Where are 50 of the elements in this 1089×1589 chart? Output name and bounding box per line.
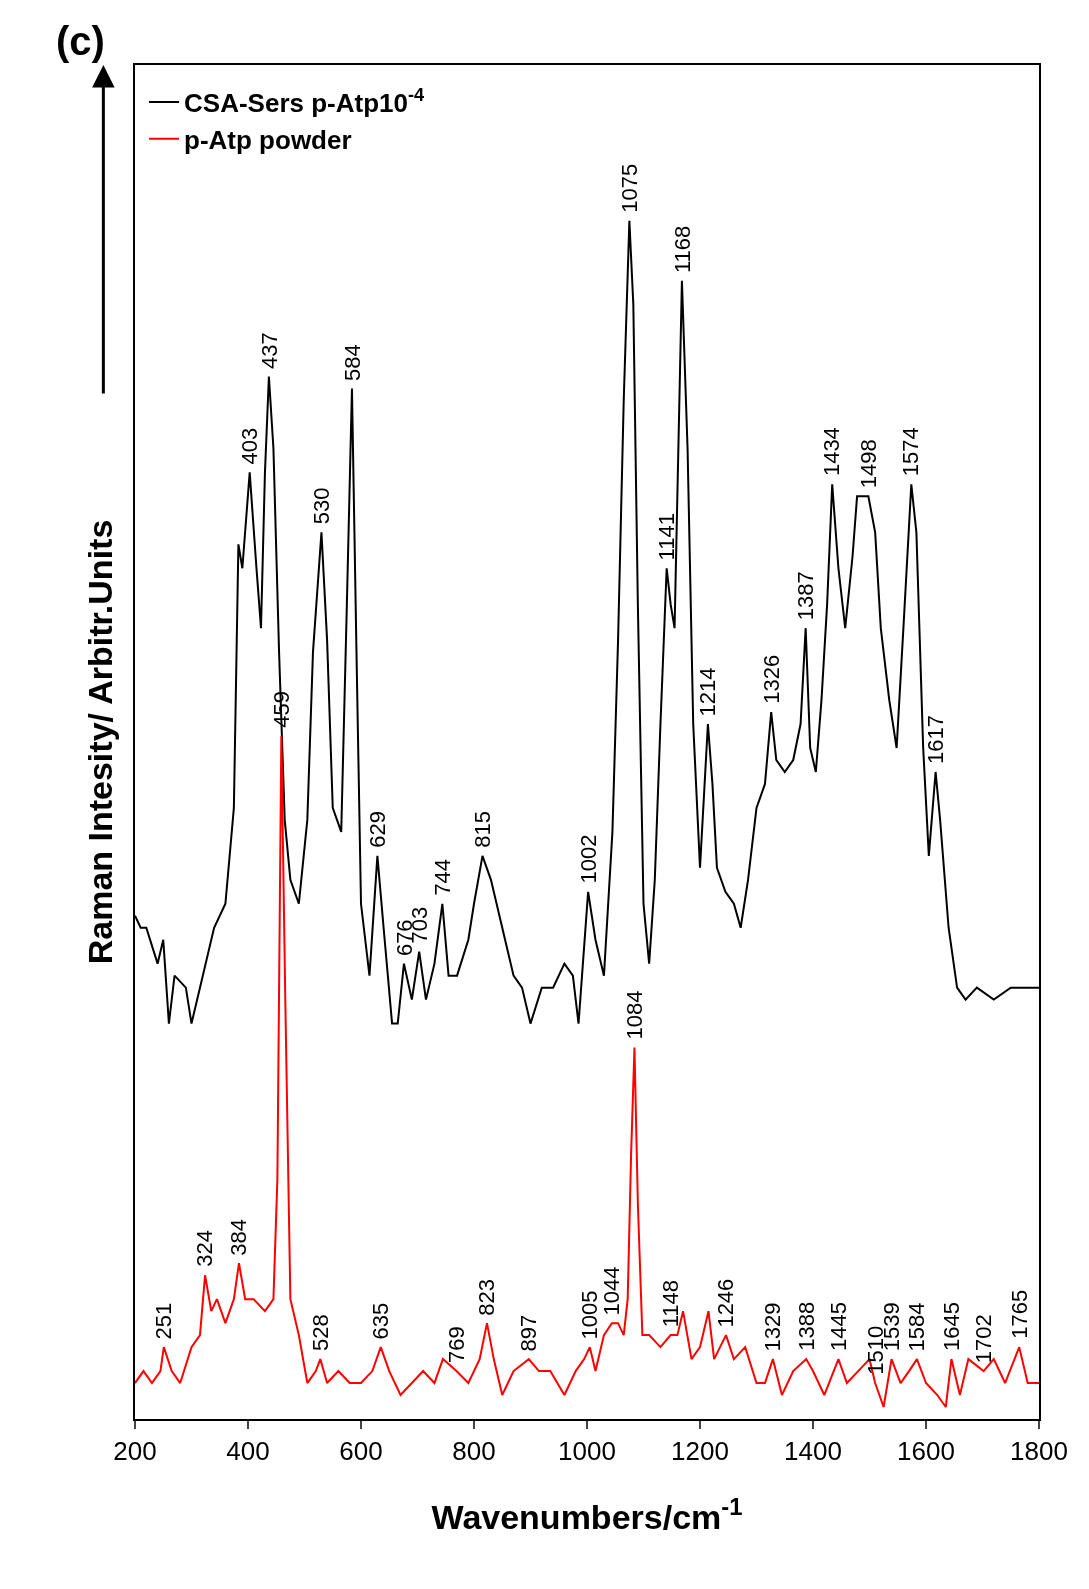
annotation: 823 bbox=[474, 1278, 500, 1316]
annotation: 1329 bbox=[760, 1302, 786, 1352]
annotation: 1617 bbox=[923, 715, 949, 765]
legend-label: CSA-Sers p-Atp10$^{-4}$ bbox=[184, 85, 426, 119]
annotation: 769 bbox=[443, 1326, 469, 1364]
annotation: 1702 bbox=[971, 1314, 997, 1364]
annotation: 528 bbox=[307, 1314, 333, 1351]
x-tick-label: 1200 bbox=[671, 1436, 729, 1467]
annotation: 1434 bbox=[819, 427, 845, 477]
annotation: 251 bbox=[151, 1302, 177, 1340]
annotation: 1002 bbox=[575, 834, 601, 884]
x-tick-label: 400 bbox=[226, 1436, 270, 1467]
annotation: 403 bbox=[236, 427, 262, 465]
annotation: 1645 bbox=[938, 1302, 964, 1352]
x-tick-label: 800 bbox=[452, 1436, 496, 1467]
y-axis-title: Raman Intesity/ Arbitr.Units bbox=[81, 519, 120, 965]
annotation: 1214 bbox=[695, 667, 721, 717]
annotation: 1168 bbox=[669, 225, 695, 274]
annotation: 1075 bbox=[617, 163, 643, 213]
annotation: 1765 bbox=[1006, 1289, 1032, 1339]
annotation: 1246 bbox=[713, 1278, 739, 1328]
annotation: 629 bbox=[365, 811, 391, 848]
x-tick-label: 200 bbox=[113, 1436, 157, 1467]
x-tick-label: 1000 bbox=[558, 1436, 616, 1467]
x-axis-title: Wavenumbers/cm$^{-1}$ bbox=[431, 1492, 743, 1536]
annotation: 1148 bbox=[658, 1279, 683, 1328]
annotation: 530 bbox=[308, 487, 334, 525]
legend-label: p-Atp powder bbox=[184, 124, 352, 155]
text: (c) bbox=[56, 19, 105, 63]
annotation: 1584 bbox=[904, 1302, 930, 1352]
annotation: 1084 bbox=[622, 990, 648, 1040]
annotation: 744 bbox=[430, 858, 456, 896]
annotation: 815 bbox=[470, 811, 496, 848]
annotation: 1326 bbox=[758, 654, 784, 704]
annotation: 384 bbox=[226, 1218, 252, 1256]
annotation: 897 bbox=[516, 1314, 542, 1352]
x-tick-label: 1600 bbox=[897, 1436, 955, 1467]
annotation: 635 bbox=[368, 1302, 394, 1340]
x-tick-label: 600 bbox=[339, 1436, 383, 1467]
annotation: 584 bbox=[339, 344, 365, 381]
annotation: 1445 bbox=[825, 1302, 851, 1352]
x-tick-label: 1800 bbox=[1010, 1436, 1068, 1467]
annotation: 1498 bbox=[855, 439, 881, 489]
annotation: 1388 bbox=[793, 1301, 819, 1351]
annotation: 1387 bbox=[792, 571, 818, 621]
annotation: 437 bbox=[256, 332, 282, 369]
annotation: 1574 bbox=[898, 427, 924, 477]
annotation: 324 bbox=[192, 1230, 218, 1267]
x-tick-label: 1400 bbox=[784, 1436, 842, 1467]
annotation: 1141 bbox=[653, 513, 679, 561]
